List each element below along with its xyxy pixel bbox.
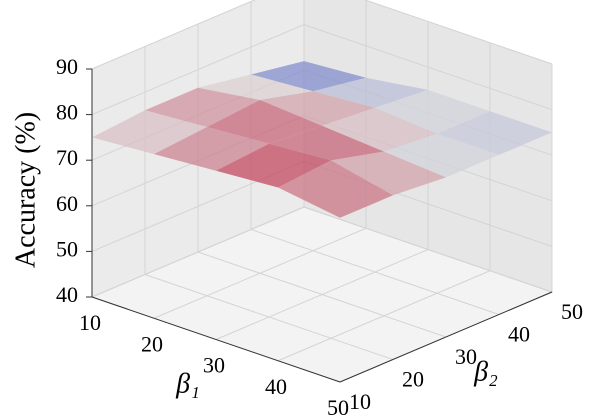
surface-face xyxy=(92,110,207,155)
x-tick-label: 50 xyxy=(327,395,349,416)
z-axis-title: Accuracy (%) xyxy=(10,112,41,268)
surface-face xyxy=(251,61,366,92)
surface-face xyxy=(437,111,552,155)
grid-line xyxy=(250,229,500,315)
grid-line xyxy=(91,24,305,116)
z-tick-label: 70 xyxy=(56,145,78,170)
z-tick-label: 50 xyxy=(56,236,78,261)
y-tick-label: 40 xyxy=(508,322,530,347)
grid-line xyxy=(363,0,553,65)
axis-line xyxy=(339,291,553,383)
z-tick-label: 40 xyxy=(56,282,78,307)
surface-face xyxy=(216,143,331,188)
z-tick-label: 60 xyxy=(56,191,78,216)
y-tick-label: 50 xyxy=(561,299,583,324)
y-axis-title: β₂ xyxy=(473,356,498,387)
x-axis-title: β₁ xyxy=(175,368,200,399)
grid-line xyxy=(197,251,447,338)
surface-face xyxy=(322,107,437,152)
grid-line xyxy=(91,0,256,70)
z-tick-label: 80 xyxy=(56,100,78,125)
surface-face xyxy=(375,89,490,134)
axis-line xyxy=(91,296,341,383)
surface-face xyxy=(313,77,428,108)
surface-face xyxy=(269,125,384,161)
grid-line xyxy=(91,206,305,298)
y-tick-label: 30 xyxy=(455,344,477,369)
x-tick-label: 40 xyxy=(265,374,287,399)
z-tick-label: 90 xyxy=(56,54,78,79)
y-tick-label: 10 xyxy=(349,389,371,414)
surface-face xyxy=(207,100,322,144)
x-tick-label: 10 xyxy=(79,310,101,335)
surface-face xyxy=(198,74,313,100)
surface-face xyxy=(154,127,269,171)
surface-face xyxy=(145,87,260,127)
y-tick-label: 20 xyxy=(402,367,424,392)
grid-line xyxy=(303,206,553,293)
surface-face xyxy=(260,91,375,126)
grid-line xyxy=(144,274,394,360)
x-tick-label: 30 xyxy=(203,353,225,378)
surface-face xyxy=(278,160,393,218)
grid-line xyxy=(303,24,553,111)
surface-face xyxy=(384,133,499,178)
x-tick-label: 20 xyxy=(141,331,163,356)
surface-face xyxy=(331,151,446,196)
